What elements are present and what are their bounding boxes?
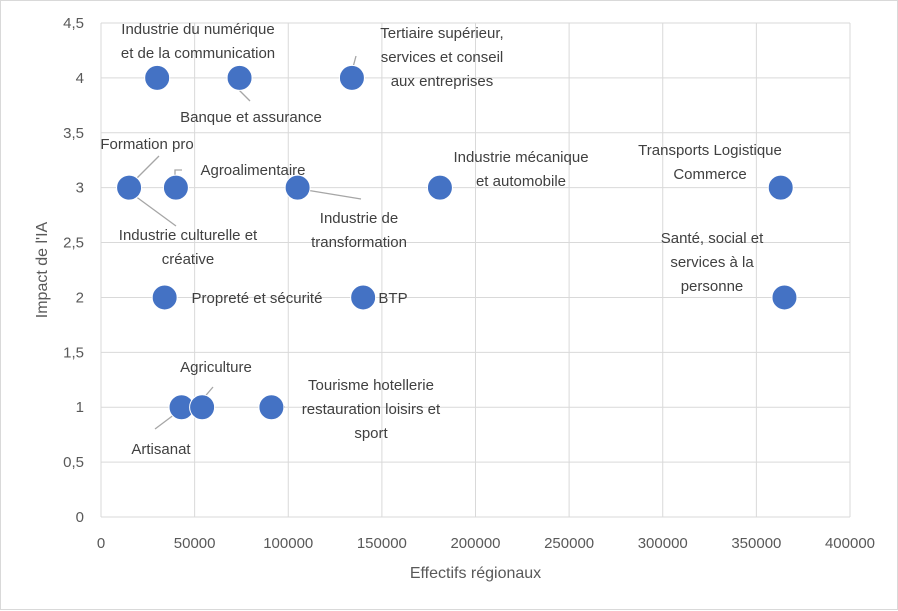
y-tick-label: 1 (76, 399, 84, 416)
data-label-line: aux entreprises (391, 73, 494, 90)
data-label: Agriculture (180, 359, 252, 376)
data-label-line: Tertiaire supérieur, (380, 25, 503, 42)
x-tick-label: 350000 (731, 535, 781, 552)
data-point (144, 64, 171, 91)
data-label-line: et de la communication (121, 45, 275, 62)
data-label: Propreté et sécurité (192, 290, 323, 307)
data-label-line: Agriculture (180, 359, 252, 376)
data-label: Industrie mécanique et automobile (453, 149, 588, 190)
data-label-line: Artisanat (131, 441, 191, 458)
leader-line (130, 192, 177, 227)
x-tick-label: 150000 (357, 535, 407, 552)
data-label: Tourisme hotellerie restauration loisirs … (302, 377, 441, 442)
data-label: Transports Logistique Commerce (638, 142, 782, 183)
data-label-line: restauration loisirs et (302, 401, 441, 418)
data-label-line: Banque et assurance (180, 109, 322, 126)
x-axis-title: Effectifs régionaux (410, 565, 541, 582)
data-point (426, 174, 453, 201)
data-label-line: transformation (311, 234, 407, 251)
data-label: Industrie de transformation (311, 210, 407, 251)
y-tick-label: 4 (76, 70, 84, 87)
x-tick-label: 0 (97, 535, 105, 552)
y-tick-label: 1,5 (63, 344, 84, 361)
leader-line (237, 88, 251, 102)
y-tick-label: 2 (76, 289, 84, 306)
data-label-line: Formation pro (100, 136, 193, 153)
data-label: Santé, social et services à la personne (661, 230, 764, 295)
data-label-line: services à la (670, 254, 754, 271)
data-point (226, 64, 253, 91)
data-label-line: services et conseil (381, 49, 504, 66)
data-label-line: Industrie du numérique (121, 21, 274, 38)
data-label-line: créative (162, 251, 215, 268)
data-label-line: sport (354, 425, 388, 442)
x-tick-label: 100000 (263, 535, 313, 552)
y-tick-label: 4,5 (63, 15, 84, 32)
y-axis-title: Impact de l'IA (34, 221, 51, 318)
data-label-line: Commerce (673, 166, 746, 183)
data-point (151, 284, 178, 311)
data-point (116, 174, 143, 201)
data-label-line: Tourisme hotellerie (308, 377, 434, 394)
y-tick-label: 3,5 (63, 125, 84, 142)
data-label-line: et automobile (476, 173, 566, 190)
data-label-line: Agroalimentaire (200, 162, 305, 179)
data-point (771, 284, 798, 311)
data-point (284, 174, 311, 201)
data-point (350, 284, 377, 311)
data-label-line: Industrie mécanique (453, 149, 588, 166)
data-label: Formation pro (100, 136, 193, 153)
data-label-line: BTP (378, 290, 407, 307)
data-point (338, 64, 365, 91)
data-point (767, 174, 794, 201)
x-tick-label: 200000 (450, 535, 500, 552)
data-label-line: Industrie culturelle et (119, 227, 258, 244)
data-label-line: Transports Logistique (638, 142, 782, 159)
data-label-line: personne (681, 278, 744, 295)
y-tick-label: 0,5 (63, 454, 84, 471)
y-tick-label: 0 (76, 509, 84, 526)
data-label-line: Santé, social et (661, 230, 764, 247)
x-tick-label: 300000 (638, 535, 688, 552)
x-tick-label: 50000 (174, 535, 216, 552)
data-label: Banque et assurance (180, 109, 322, 126)
data-point (189, 394, 216, 421)
y-tick-label: 3 (76, 180, 84, 197)
data-label: Artisanat (131, 441, 191, 458)
x-tick-label: 400000 (825, 535, 875, 552)
data-label: Industrie du numérique et de la communica… (121, 21, 275, 62)
data-label: Agroalimentaire (200, 162, 305, 179)
data-label-line: Industrie de (320, 210, 398, 227)
data-label: Tertiaire supérieur, services et conseil a… (380, 25, 503, 90)
x-tick-label: 250000 (544, 535, 594, 552)
data-label: Industrie culturelle et créative (119, 227, 258, 268)
data-point (162, 174, 189, 201)
data-label-line: Propreté et sécurité (192, 290, 323, 307)
data-point (258, 394, 285, 421)
y-tick-label: 2,5 (63, 235, 84, 252)
data-label: BTP (378, 290, 407, 307)
